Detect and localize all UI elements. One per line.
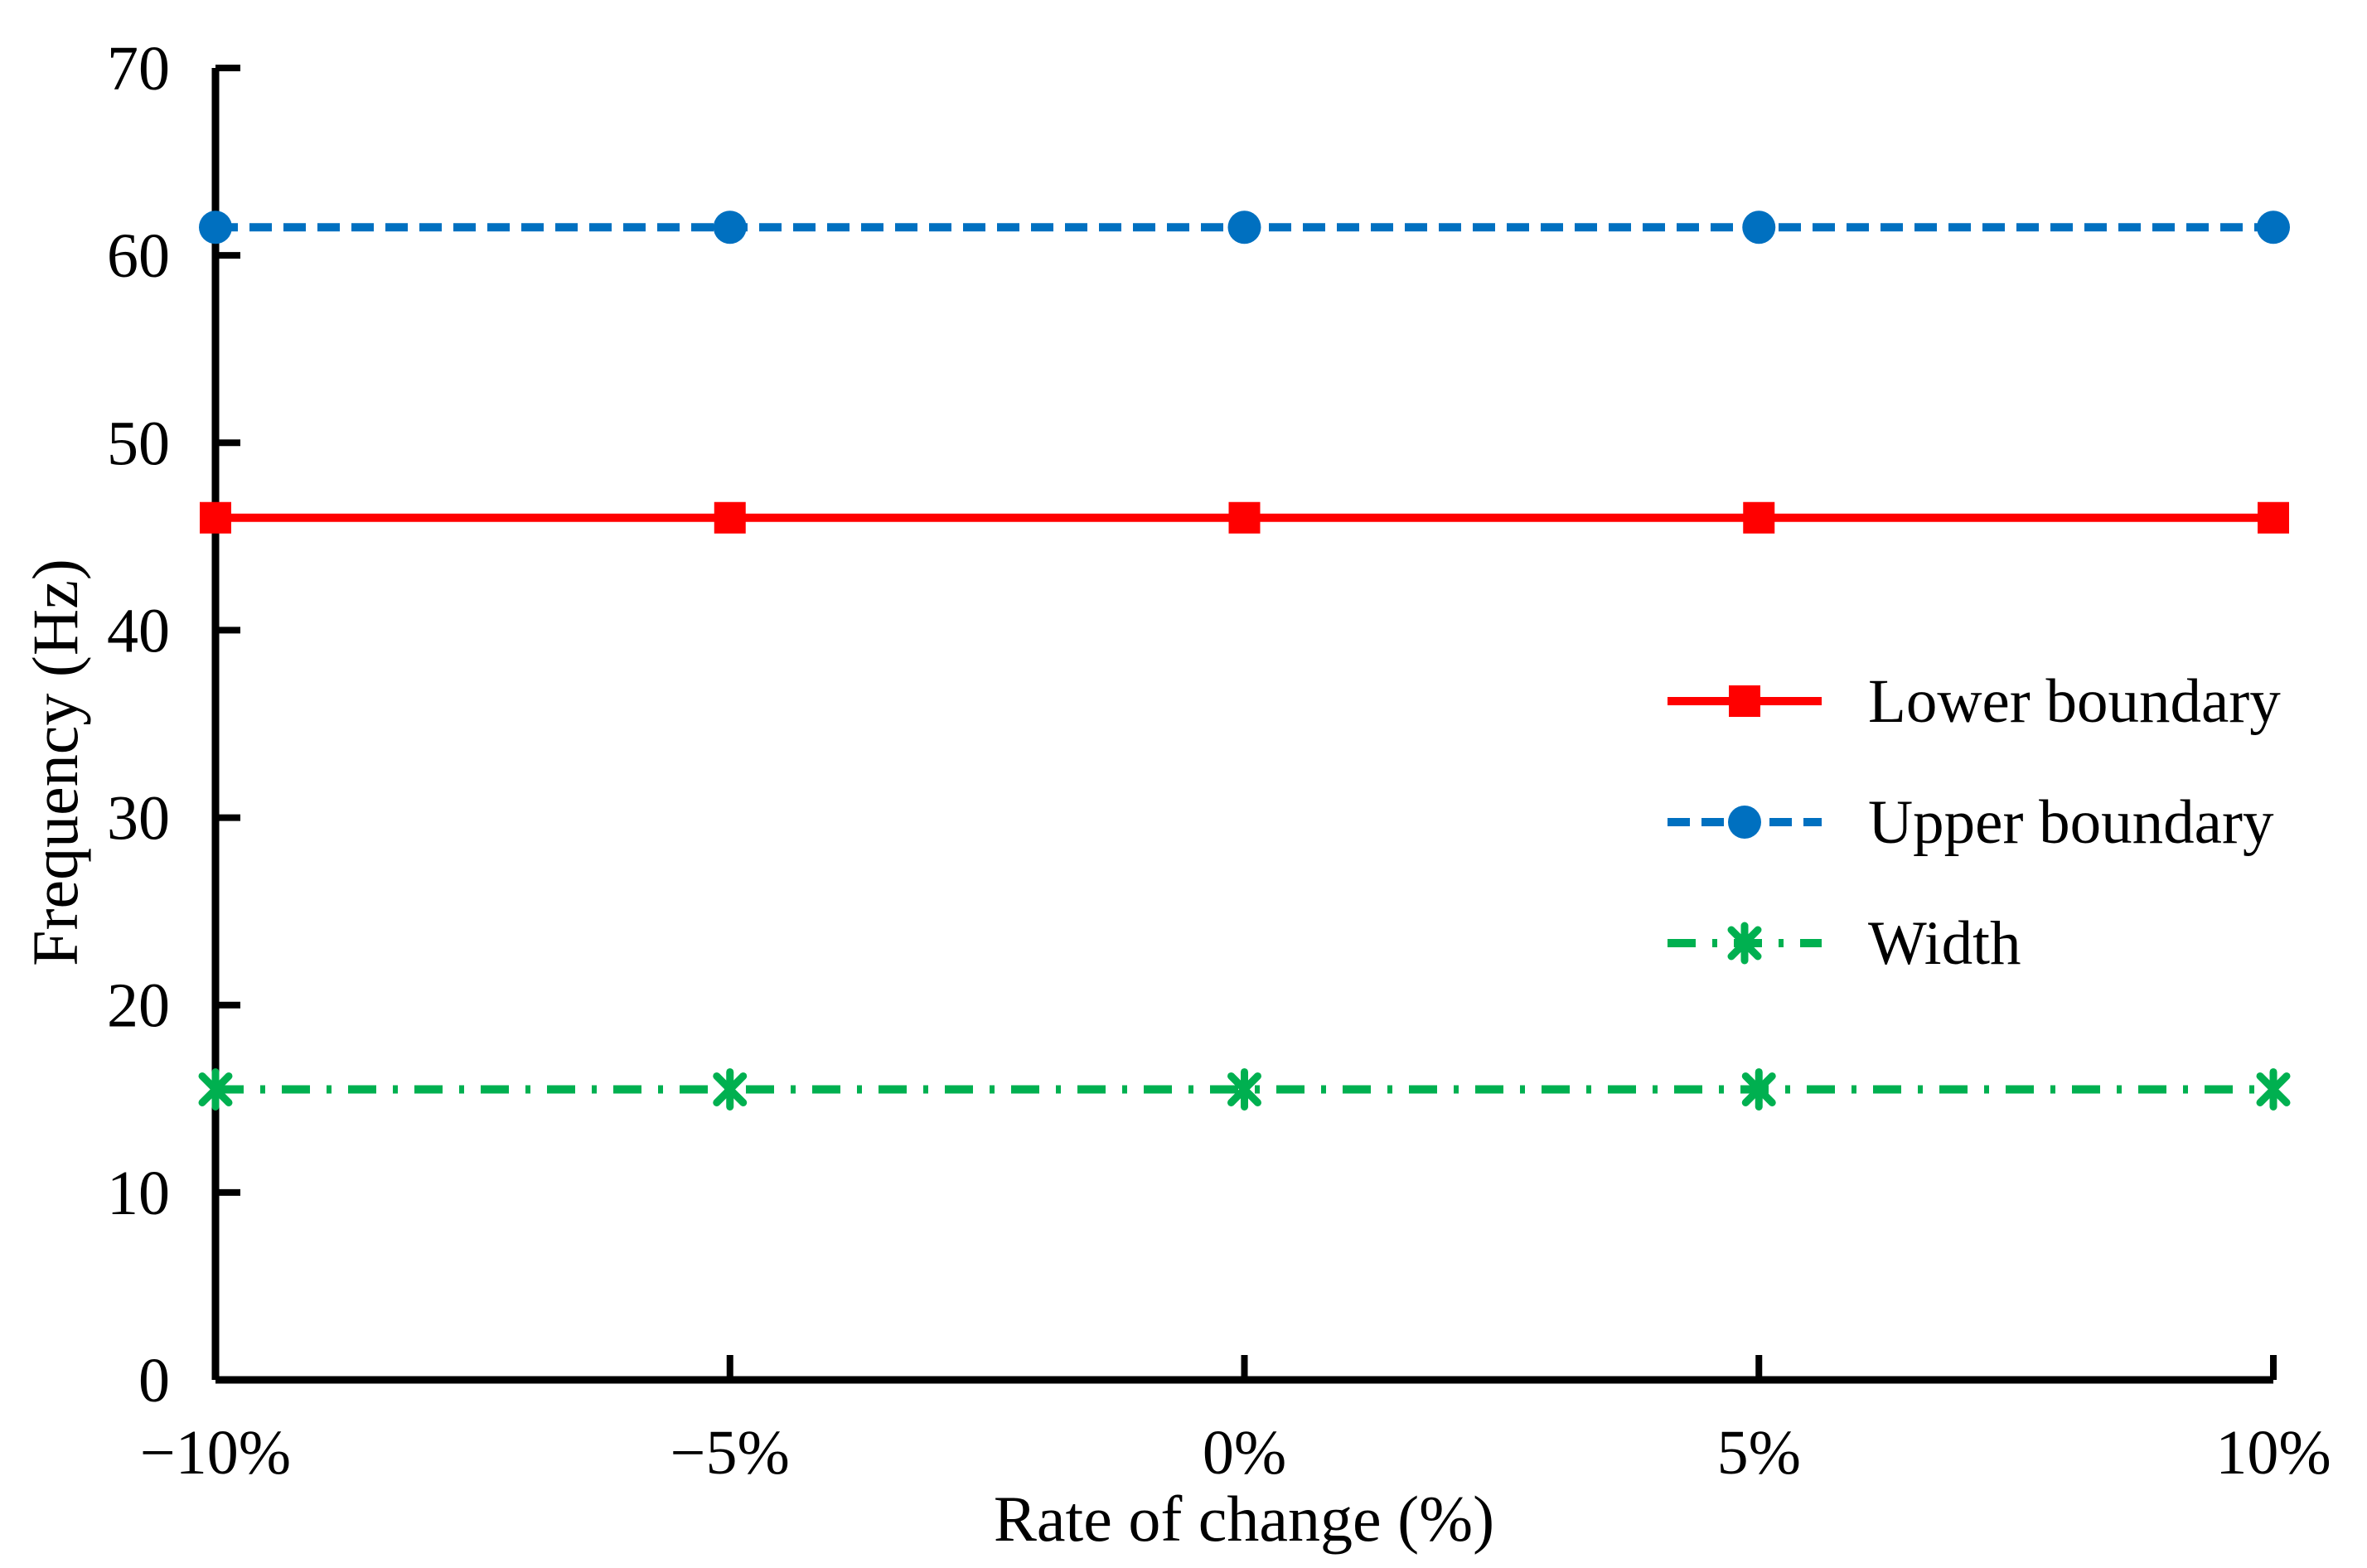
marker-square	[200, 501, 231, 534]
marker-star	[1227, 1067, 1261, 1111]
y-tick-label: 40	[107, 596, 170, 665]
legend-item-width: Width	[1668, 883, 2281, 1004]
width-line-icon	[1668, 922, 1822, 965]
marker-star	[1741, 1067, 1776, 1111]
marker-square	[2258, 501, 2289, 534]
legend: Lower boundary Upper boundary Width	[1668, 641, 2281, 1004]
y-tick-label: 50	[107, 409, 170, 478]
y-tick-label: 10	[107, 1159, 170, 1228]
x-tick-label: 0%	[1203, 1418, 1286, 1488]
marker-circle	[1728, 806, 1761, 839]
marker-circle	[1742, 211, 1776, 244]
marker-square	[1228, 501, 1261, 534]
marker-circle	[713, 211, 747, 244]
marker-square	[1729, 685, 1760, 717]
y-tick-label: 70	[107, 34, 170, 104]
x-tick-label: 10%	[2215, 1418, 2331, 1488]
x-tick-label: 5%	[1717, 1418, 1801, 1488]
x-axis-title: Rate of change (%)	[993, 1483, 1495, 1555]
marker-square	[1743, 501, 1775, 534]
y-tick-label: 0	[138, 1346, 170, 1416]
marker-star	[198, 1067, 233, 1111]
marker-circle	[2257, 211, 2290, 244]
legend-label-lower-boundary: Lower boundary	[1868, 666, 2281, 736]
marker-star	[1727, 922, 1762, 965]
upper-boundary-line-icon	[1668, 806, 1822, 839]
lower-boundary-line-icon	[1668, 685, 1822, 717]
marker-star	[713, 1067, 748, 1111]
y-tick-label: 60	[107, 221, 170, 291]
y-tick-label: 30	[107, 784, 170, 854]
x-tick-label: −5%	[670, 1418, 790, 1488]
marker-circle	[1227, 211, 1261, 244]
legend-label-upper-boundary: Upper boundary	[1868, 787, 2274, 857]
legend-item-upper-boundary: Upper boundary	[1668, 762, 2281, 883]
marker-square	[714, 501, 746, 534]
marker-circle	[199, 211, 232, 244]
y-axis-title: Frequency (Hz)	[19, 559, 91, 966]
y-tick-label: 20	[107, 971, 170, 1041]
legend-label-width: Width	[1868, 908, 2021, 978]
legend-item-lower-boundary: Lower boundary	[1668, 641, 2281, 762]
marker-star	[2256, 1067, 2291, 1111]
x-tick-label: −10%	[140, 1418, 291, 1488]
